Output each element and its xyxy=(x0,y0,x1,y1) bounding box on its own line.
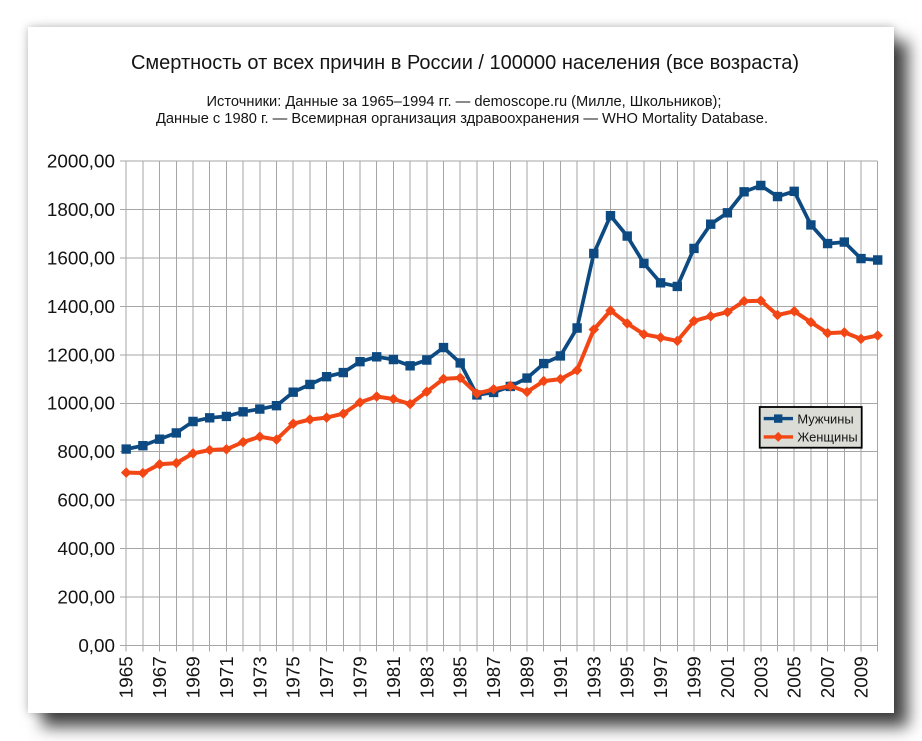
svg-text:2003: 2003 xyxy=(750,656,771,698)
svg-text:1965: 1965 xyxy=(116,656,137,698)
svg-text:1997: 1997 xyxy=(650,656,671,698)
svg-text:1987: 1987 xyxy=(483,656,504,698)
svg-text:0,00: 0,00 xyxy=(78,635,115,656)
svg-text:1977: 1977 xyxy=(316,656,337,698)
svg-text:Смертность от всех причин в Ро: Смертность от всех причин в России / 100… xyxy=(131,52,799,74)
svg-text:1200,00: 1200,00 xyxy=(47,344,115,365)
svg-text:2009: 2009 xyxy=(851,656,872,698)
svg-text:1991: 1991 xyxy=(550,656,571,698)
svg-text:2005: 2005 xyxy=(784,656,805,698)
svg-text:1989: 1989 xyxy=(517,656,538,698)
svg-text:1000,00: 1000,00 xyxy=(47,393,115,414)
svg-text:Мужчины: Мужчины xyxy=(797,411,853,426)
svg-text:1975: 1975 xyxy=(283,656,304,698)
svg-text:2007: 2007 xyxy=(817,656,838,698)
svg-text:800,00: 800,00 xyxy=(57,441,115,462)
svg-text:1981: 1981 xyxy=(383,656,404,698)
svg-text:600,00: 600,00 xyxy=(57,490,115,511)
svg-text:2001: 2001 xyxy=(717,656,738,698)
svg-text:1973: 1973 xyxy=(249,656,270,698)
svg-text:1969: 1969 xyxy=(183,656,204,698)
svg-text:1999: 1999 xyxy=(684,656,705,698)
svg-text:Данные с 1980 г. — Всемирная о: Данные с 1980 г. — Всемирная организация… xyxy=(156,111,768,127)
svg-text:1800,00: 1800,00 xyxy=(47,199,115,220)
svg-text:1600,00: 1600,00 xyxy=(47,248,115,269)
svg-text:2000,00: 2000,00 xyxy=(47,151,115,172)
svg-text:400,00: 400,00 xyxy=(57,538,115,559)
svg-text:Источники: Данные за 1965–1994: Источники: Данные за 1965–1994 гг. — dem… xyxy=(207,94,722,110)
svg-text:1971: 1971 xyxy=(216,656,237,698)
svg-text:1983: 1983 xyxy=(416,656,437,698)
svg-text:1995: 1995 xyxy=(617,656,638,698)
svg-text:1985: 1985 xyxy=(450,656,471,698)
svg-text:1967: 1967 xyxy=(149,656,170,698)
svg-text:1400,00: 1400,00 xyxy=(47,296,115,317)
svg-text:1979: 1979 xyxy=(350,656,371,698)
svg-text:Женщины: Женщины xyxy=(797,430,857,445)
svg-text:200,00: 200,00 xyxy=(57,586,115,607)
svg-text:1993: 1993 xyxy=(583,656,604,698)
